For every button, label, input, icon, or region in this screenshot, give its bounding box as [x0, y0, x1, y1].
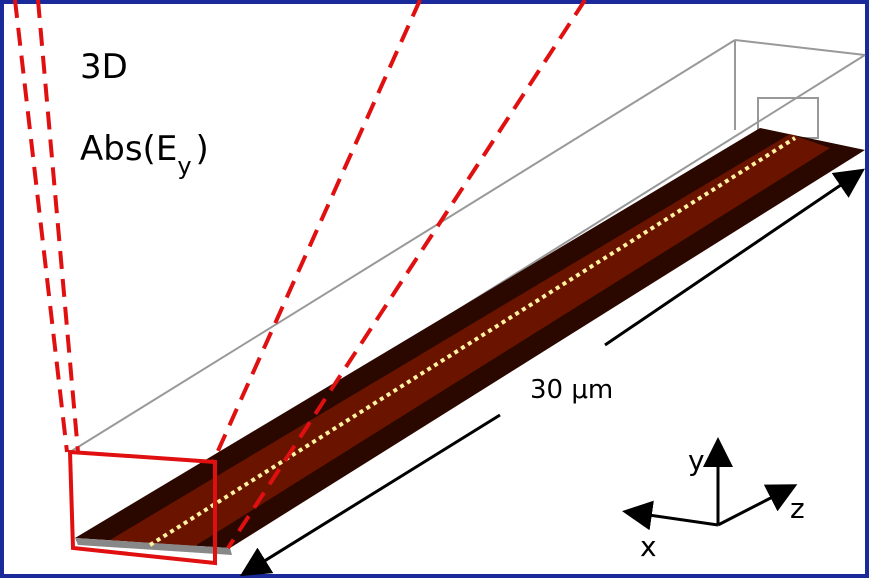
mode-label: 3D	[80, 47, 128, 87]
figure: 30 μm 3D Abs(Ey) y z x	[0, 0, 869, 578]
field-prefix: Abs(E	[80, 129, 177, 169]
field-suffix: )	[196, 129, 209, 169]
length-label: 30 μm	[530, 375, 613, 405]
page: 30 μm 3D Abs(Ey) y z x (() => { const da…	[0, 0, 869, 578]
x-axis-label: x	[640, 530, 657, 563]
y-axis-label: y	[688, 444, 705, 477]
z-axis-label: z	[790, 492, 805, 525]
field-subscript: y	[177, 152, 191, 180]
